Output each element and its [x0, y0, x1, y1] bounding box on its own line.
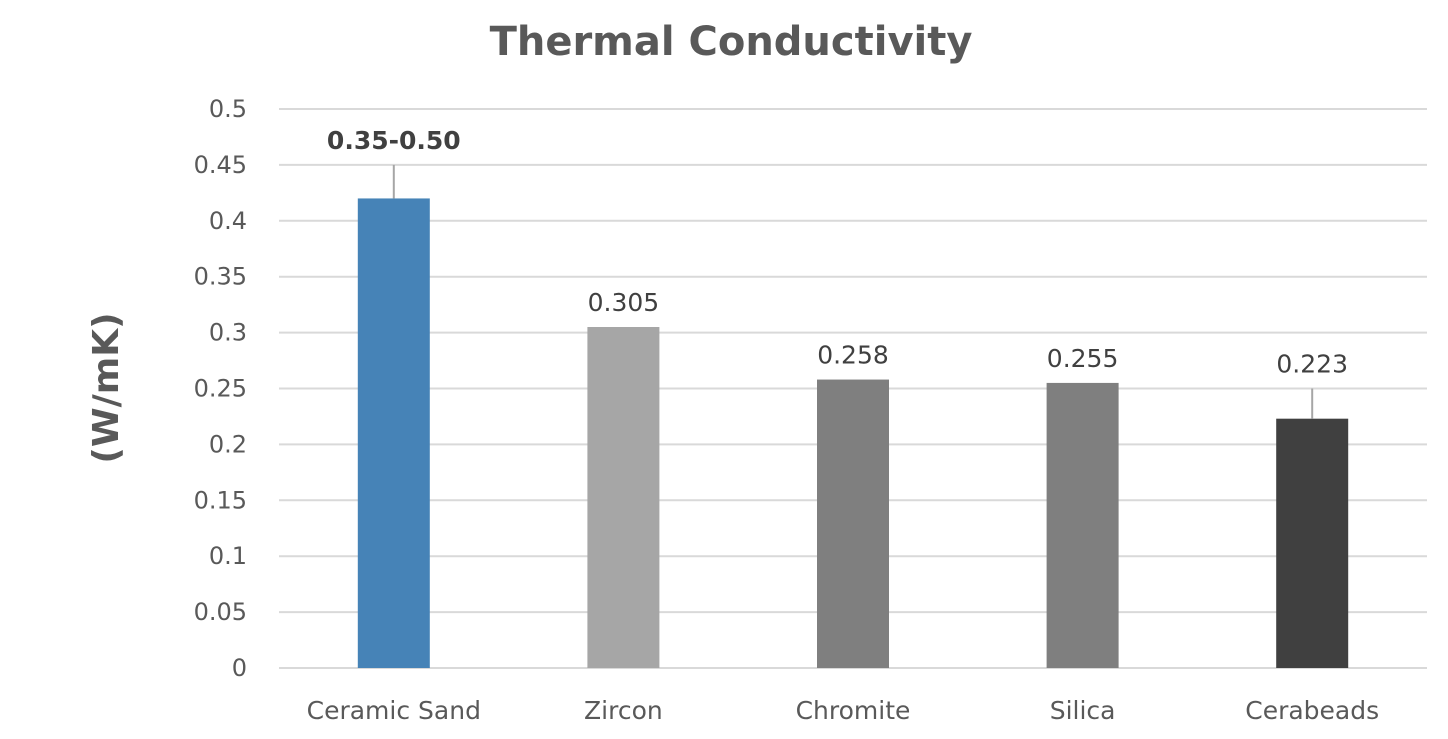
bar — [1276, 418, 1349, 668]
y-tick-label: 0.2 — [209, 430, 247, 458]
data-labels: 0.35-0.50 0.305 0.258 0.255 0.223 — [327, 126, 1348, 379]
data-label: 0.258 — [817, 341, 889, 370]
y-tick-label: 0.25 — [194, 375, 247, 403]
bar — [1046, 382, 1119, 668]
y-tick-label: 0.3 — [209, 319, 247, 347]
bar — [357, 198, 430, 668]
y-axis-label: (W/mK) — [86, 312, 127, 463]
y-tick-label: 0.45 — [194, 151, 247, 179]
data-label: 0.35-0.50 — [327, 126, 461, 155]
y-tick-label: 0.05 — [194, 598, 247, 626]
bars — [357, 198, 1349, 668]
x-category-label: Silica — [1050, 696, 1116, 725]
x-category-label: Cerabeads — [1245, 696, 1379, 725]
y-tick-label: 0.5 — [209, 95, 247, 123]
y-tick-label: 0.1 — [209, 542, 247, 570]
x-category-label: Zircon — [584, 696, 663, 725]
y-tick-label: 0.4 — [209, 207, 247, 235]
x-category-label: Chromite — [796, 696, 911, 725]
y-axis-ticks: 0 0.05 0.1 0.15 0.2 0.25 0.3 0.35 0.4 0.45 0.5 — [194, 95, 247, 682]
x-axis-categories: Ceramic Sand Zircon Chromite Silica Cerabead… — [307, 696, 1380, 725]
y-tick-label: 0 — [232, 654, 247, 682]
chart-title: Thermal Conductivity — [490, 19, 973, 65]
bar — [587, 327, 660, 668]
data-label: 0.255 — [1047, 344, 1119, 373]
y-tick-label: 0.15 — [194, 486, 247, 514]
x-category-label: Ceramic Sand — [307, 696, 481, 725]
bar — [817, 379, 889, 668]
data-label: 0.223 — [1276, 350, 1348, 379]
error-bars — [392, 164, 1314, 419]
data-label: 0.305 — [588, 288, 660, 317]
y-tick-label: 0.35 — [194, 263, 247, 291]
